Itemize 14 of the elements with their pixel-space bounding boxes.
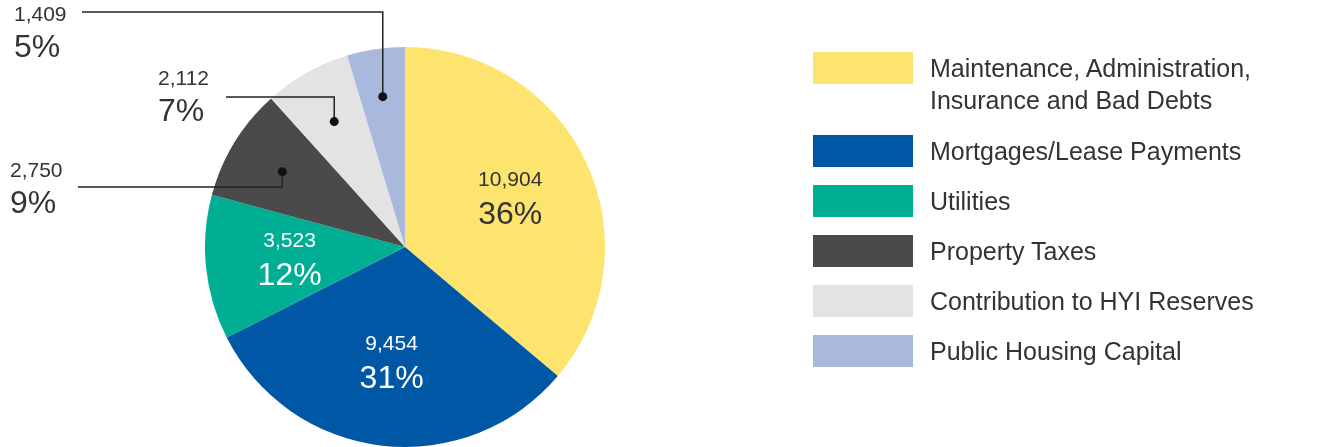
- data-label: 2,112 7%: [158, 66, 209, 128]
- legend-label: Property Taxes: [930, 237, 1097, 265]
- legend-label: Utilities: [930, 187, 1011, 215]
- data-label: 1,409 5%: [14, 2, 67, 64]
- pie-slice: [347, 47, 405, 247]
- data-label: 2,750 9%: [10, 158, 63, 220]
- legend-label: Mortgages/Lease Payments: [930, 137, 1242, 165]
- legend-label: Public Housing Capital: [930, 337, 1182, 365]
- legend-label: Contribution to HYI Reserves: [930, 287, 1254, 315]
- data-label: 10,904 36%: [478, 167, 543, 232]
- data-label: 9,454 31%: [359, 331, 424, 396]
- legend-label: Maintenance, Administration, Insurance and Bad Debts: [930, 54, 1252, 114]
- data-label: 3,523 12%: [257, 227, 322, 292]
- pie-slice: [205, 194, 405, 338]
